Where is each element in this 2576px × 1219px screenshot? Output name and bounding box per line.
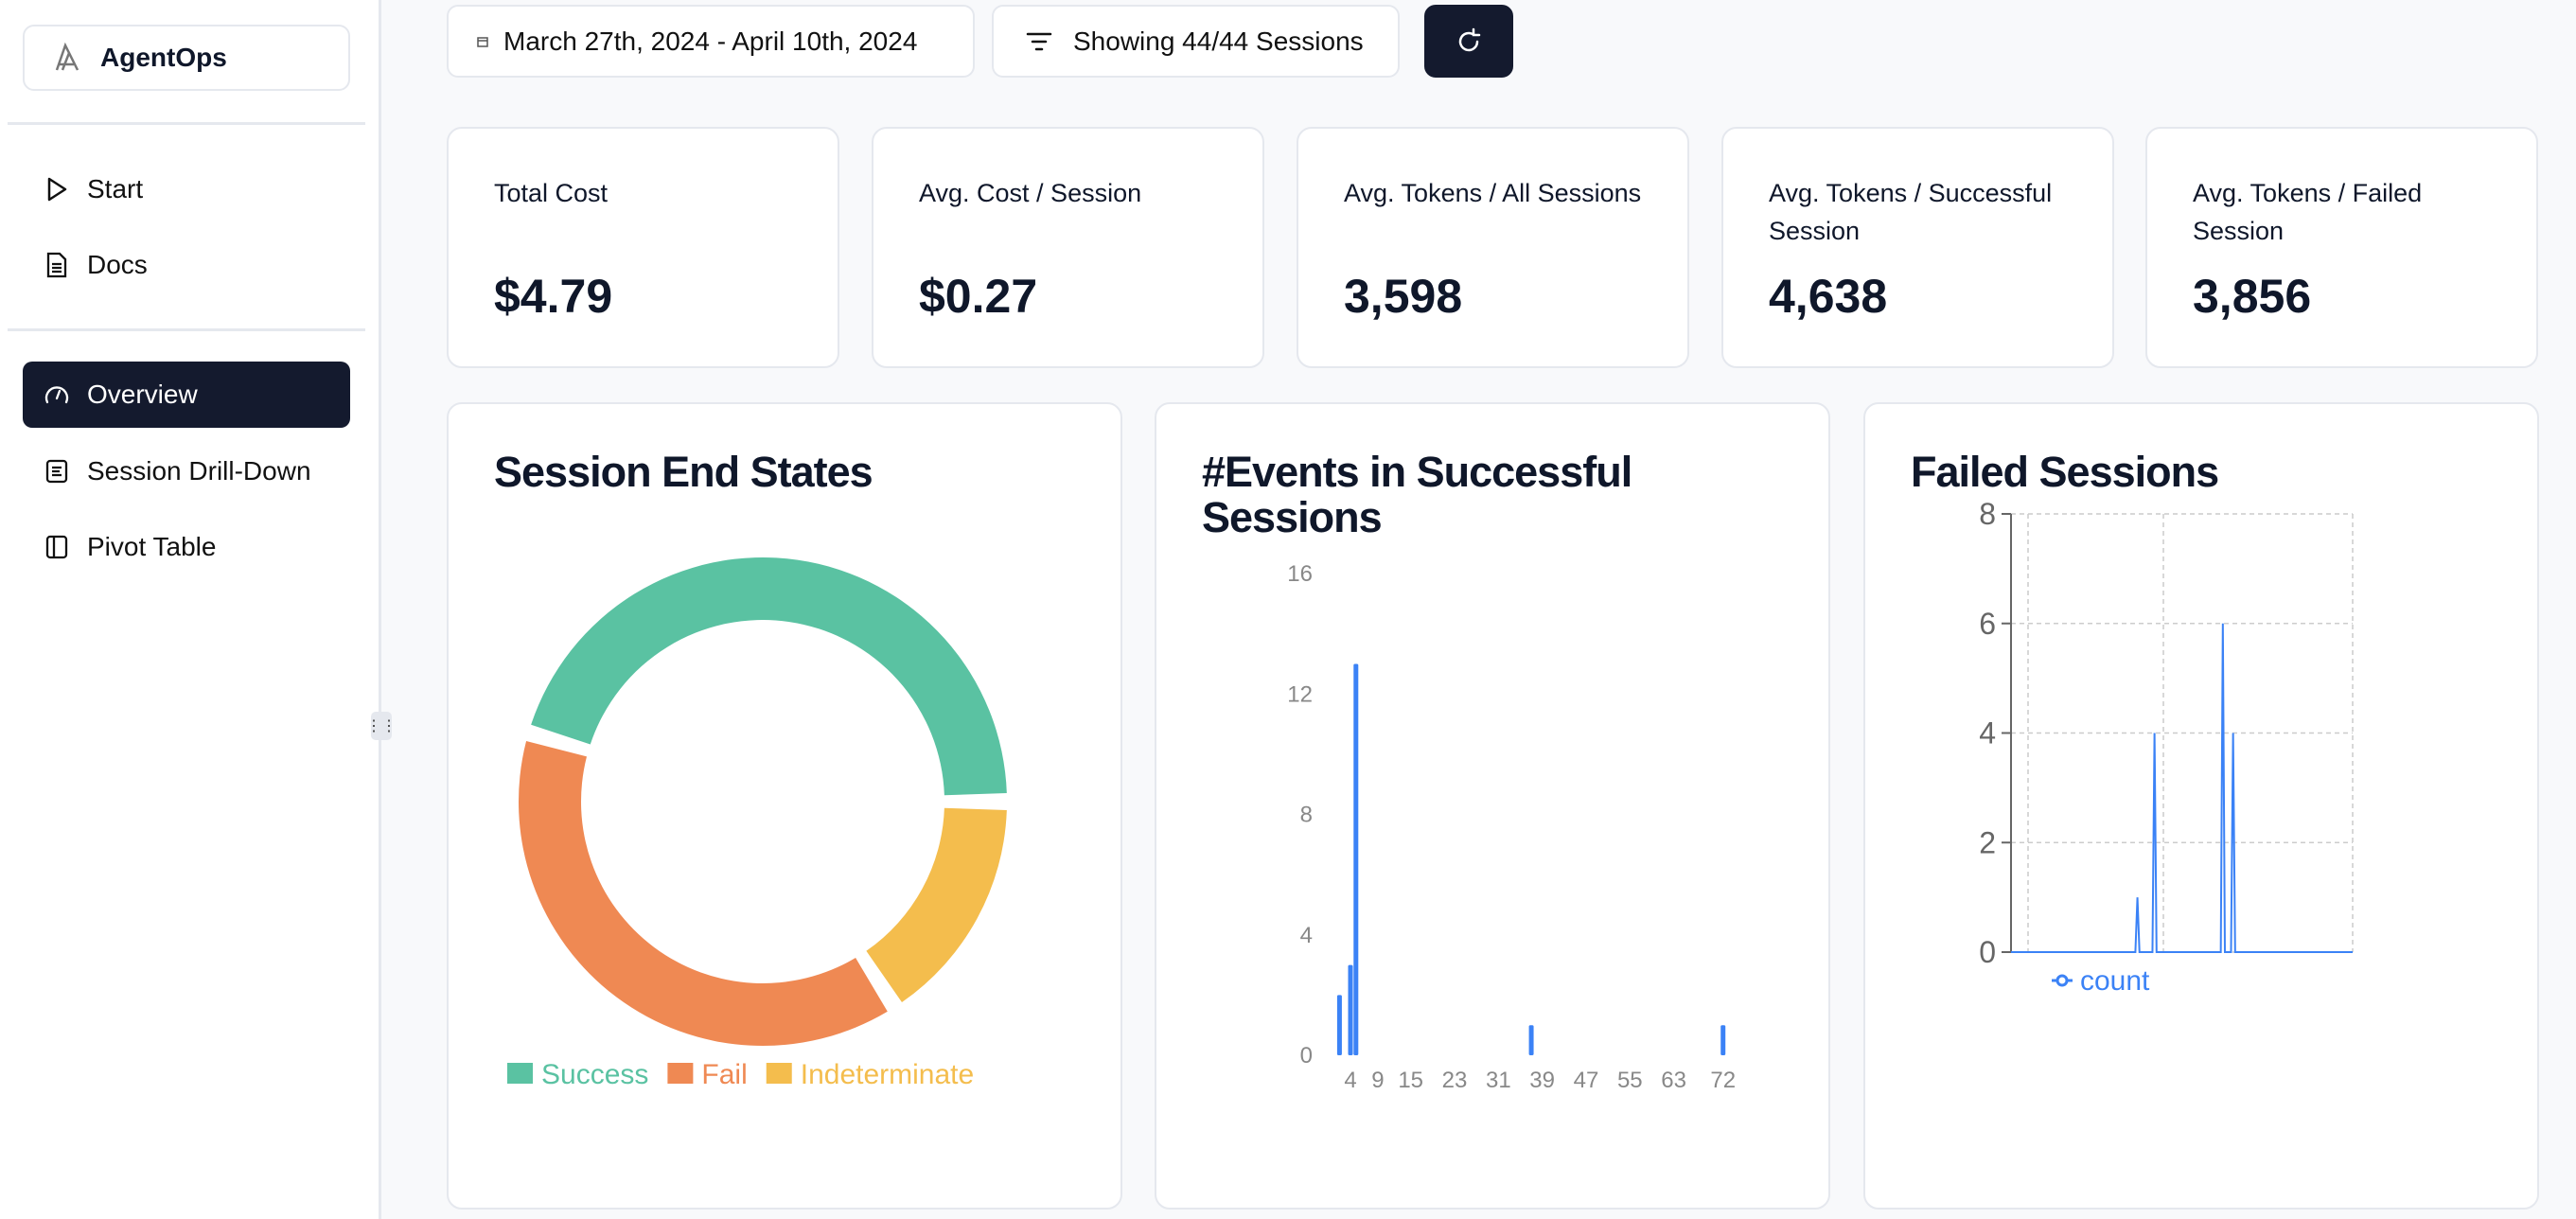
y-tick-label: 8 (1979, 497, 1996, 531)
gauge-icon (44, 386, 69, 404)
stat-label: Total Cost (494, 179, 609, 207)
legend-label: Fail (701, 1059, 747, 1090)
chart-title: Session End States (494, 448, 873, 496)
grip-icon: ⋮⋮ (366, 718, 397, 734)
sidebar-item-session-drill-down[interactable]: Session Drill-Down (23, 438, 350, 504)
divider (8, 328, 365, 331)
donut-slice-indeterminate (866, 807, 1007, 1003)
bar (1528, 1025, 1534, 1055)
divider (8, 122, 365, 125)
donut-chart: Success Fail Indeterminate (507, 557, 1007, 1090)
y-tick-label: 8 (1300, 803, 1313, 828)
legend-swatch (667, 1063, 694, 1084)
y-tick-label: 4 (1979, 716, 1996, 751)
y-tick-label: 12 (1287, 681, 1313, 707)
calendar-icon (477, 36, 488, 47)
stat-value: 3,598 (1344, 270, 1463, 323)
list-icon (45, 459, 68, 484)
refresh-button[interactable] (1424, 5, 1513, 78)
sidebar-item-docs[interactable]: Docs (23, 232, 350, 298)
brand-name: AgentOps (100, 43, 227, 72)
x-tick-label: 23 (1442, 1068, 1468, 1093)
donut-slice-fail (519, 741, 888, 1046)
date-range-label: March 27th, 2024 - April 10th, 2024 (503, 26, 918, 56)
sidebar-item-label: Session Drill-Down (87, 456, 311, 486)
bar (1720, 1025, 1726, 1055)
x-tick-label: 9 (1371, 1068, 1384, 1093)
y-tick-label: 16 (1287, 561, 1313, 587)
table-icon (45, 535, 68, 559)
legend-swatch (507, 1063, 533, 1084)
failed-sessions-card: Failed Sessions 0 2 4 6 8 count (1863, 402, 2539, 1210)
y-tick-label: 4 (1300, 923, 1313, 948)
stat-value: $4.79 (494, 270, 613, 323)
session-end-states-card: Session End States Success Fail Indetermin… (447, 402, 1122, 1210)
agentops-logo-icon (55, 42, 79, 71)
events-successful-card: #Events in Successful Sessions 0 4 8 12 16 4 9… (1155, 402, 1830, 1210)
x-tick-label: 55 (1617, 1068, 1643, 1093)
stat-card-avg-cost: Avg. Cost / Session $0.27 (872, 127, 1264, 368)
stat-value: 3,856 (2193, 270, 2312, 323)
session-filter-button[interactable]: Showing 44/44 Sessions (992, 5, 1400, 78)
refresh-icon (1458, 27, 1481, 51)
sidebar-item-label: Overview (87, 380, 198, 409)
legend-label: Success (541, 1059, 648, 1090)
stat-value: 4,638 (1769, 270, 1888, 323)
sidebar-item-start[interactable]: Start (23, 156, 350, 222)
y-tick-label: 6 (1979, 607, 1996, 641)
bar (1336, 995, 1342, 1055)
y-tick-label: 0 (1300, 1043, 1313, 1069)
x-tick-label: 4 (1344, 1068, 1356, 1093)
line-series-count (2011, 623, 2353, 953)
brand-logo[interactable]: AgentOps (23, 25, 350, 91)
legend-label: Indeterminate (801, 1059, 974, 1090)
stat-card-total-cost: Total Cost $4.79 (447, 127, 839, 368)
chart-title: #Events in Successful Sessions (1202, 448, 1632, 541)
sidebar: AgentOps Start Docs Overview Session Dri… (0, 0, 381, 1219)
x-tick-label: 15 (1398, 1068, 1423, 1093)
stat-card-avg-tokens-failed: Avg. Tokens / Failed Session 3,856 (2145, 127, 2538, 368)
sidebar-resize-handle[interactable]: ⋮⋮ (366, 712, 397, 740)
sidebar-item-label: Start (87, 174, 144, 203)
stat-value: $0.27 (919, 270, 1038, 323)
line-chart: 0 2 4 6 8 count (1979, 497, 2354, 997)
x-tick-label: 63 (1661, 1068, 1686, 1093)
sidebar-item-overview[interactable]: Overview (23, 362, 350, 428)
chart-title: Failed Sessions (1911, 448, 2219, 496)
bar (1348, 964, 1353, 1055)
x-tick-label: 39 (1529, 1068, 1555, 1093)
donut-slice-success (531, 557, 1007, 796)
legend-label: count (2080, 965, 2150, 997)
y-tick-label: 2 (1979, 825, 1996, 859)
stat-label: Avg. Cost / Session (919, 179, 1142, 207)
sidebar-item-label: Pivot Table (87, 532, 217, 561)
legend-marker-icon (2056, 974, 2069, 987)
filter-icon (1026, 32, 1052, 50)
sidebar-item-label: Docs (87, 250, 148, 279)
filter-label: Showing 44/44 Sessions (1073, 26, 1364, 56)
sidebar-item-pivot-table[interactable]: Pivot Table (23, 514, 350, 580)
document-icon (46, 252, 67, 278)
stat-label: Avg. Tokens / Failed Session (2193, 179, 2423, 245)
y-tick-label: 0 (1979, 935, 1996, 969)
stat-label: Avg. Tokens / All Sessions (1344, 179, 1642, 207)
stat-card-avg-tokens-success: Avg. Tokens / Successful Session 4,638 (1721, 127, 2114, 368)
play-icon (47, 177, 67, 202)
x-tick-label: 72 (1710, 1068, 1736, 1093)
bar (1353, 663, 1359, 1055)
date-range-picker[interactable]: March 27th, 2024 - April 10th, 2024 (447, 5, 975, 78)
stat-label: Avg. Tokens / Successful Session (1769, 179, 2053, 245)
x-tick-label: 31 (1486, 1068, 1511, 1093)
x-tick-label: 47 (1574, 1068, 1599, 1093)
stat-card-avg-tokens-all: Avg. Tokens / All Sessions 3,598 (1297, 127, 1689, 368)
legend-swatch (766, 1063, 792, 1084)
